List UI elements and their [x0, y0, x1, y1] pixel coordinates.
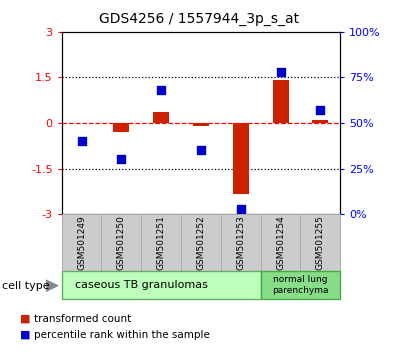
Point	[158, 87, 164, 93]
Bar	[193, 123, 209, 126]
Text: GSM501253: GSM501253	[236, 215, 245, 270]
Bar	[101, 214, 141, 271]
Point	[118, 156, 125, 162]
Point	[238, 206, 244, 212]
Bar	[62, 214, 101, 271]
Point	[78, 138, 85, 144]
Text: GSM501251: GSM501251	[157, 215, 166, 270]
Text: GSM501252: GSM501252	[197, 215, 205, 270]
Text: transformed count: transformed count	[34, 314, 131, 324]
Text: percentile rank within the sample: percentile rank within the sample	[34, 330, 210, 339]
Bar	[261, 214, 300, 271]
Text: cell type: cell type	[2, 281, 50, 291]
Bar	[221, 214, 261, 271]
Text: GSM501255: GSM501255	[316, 215, 325, 270]
Bar	[300, 214, 340, 271]
Bar	[181, 214, 221, 271]
Text: ■: ■	[20, 330, 30, 339]
Text: normal lung
parenchyma: normal lung parenchyma	[272, 275, 329, 295]
Bar	[261, 271, 340, 299]
Bar	[273, 80, 289, 123]
Bar	[113, 123, 129, 132]
Bar	[233, 123, 249, 194]
Text: ■: ■	[20, 314, 30, 324]
Text: GSM501249: GSM501249	[77, 215, 86, 270]
Text: caseous TB granulomas: caseous TB granulomas	[75, 280, 208, 290]
Bar	[62, 271, 261, 299]
Point	[198, 148, 204, 153]
Text: GSM501250: GSM501250	[117, 215, 126, 270]
Text: GDS4256 / 1557944_3p_s_at: GDS4256 / 1557944_3p_s_at	[99, 12, 299, 27]
Bar	[153, 112, 169, 123]
Point	[317, 107, 324, 113]
Text: GSM501254: GSM501254	[276, 215, 285, 270]
Polygon shape	[46, 280, 58, 291]
Point	[277, 69, 284, 75]
Bar	[312, 120, 328, 123]
Bar	[141, 214, 181, 271]
